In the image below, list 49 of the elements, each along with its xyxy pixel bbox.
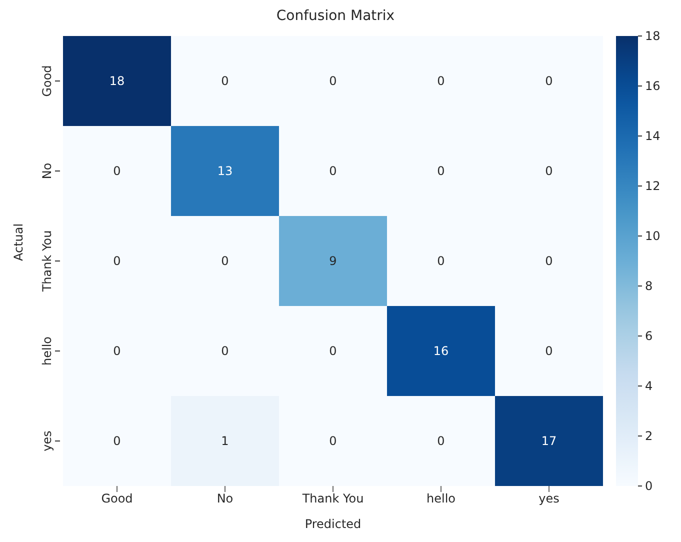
color-bar-label: 16 (645, 79, 660, 93)
color-bar-label: 4 (645, 379, 653, 393)
chart-title: Confusion Matrix (275, 8, 396, 26)
y-tick-label: Good (40, 65, 54, 97)
data-label: 0 (545, 164, 553, 178)
x-tick-label: Thank You (301, 492, 364, 506)
data-label: 16 (433, 344, 449, 358)
data-label: 0 (329, 164, 337, 178)
data-label: 0 (221, 344, 229, 358)
data-label: 0 (437, 164, 445, 178)
x-tick-label: hello (426, 492, 456, 506)
x-axis-title: Predicted (304, 517, 362, 531)
color-bar-label: 12 (645, 179, 660, 193)
color-bar-label: 0 (645, 479, 653, 493)
y-tick-label: No (40, 162, 54, 180)
data-label: 17 (541, 434, 557, 448)
color-bar-label: 14 (645, 129, 660, 143)
data-label: 0 (113, 344, 121, 358)
data-label: 0 (545, 74, 553, 88)
color-bar-label: 18 (645, 29, 660, 43)
data-label: 0 (113, 164, 121, 178)
data-label: 9 (329, 254, 337, 268)
data-label: 0 (221, 74, 229, 88)
data-label: 18 (109, 74, 125, 88)
data-label: 1 (221, 434, 229, 448)
y-axis-title: Actual (11, 223, 26, 261)
colorbar: 0 2 4 6 8 10 12 14 16 18 (608, 28, 670, 533)
data-label: 0 (329, 434, 337, 448)
data-label: 0 (113, 254, 121, 268)
data-label: 13 (217, 164, 233, 178)
data-label: 0 (545, 344, 553, 358)
x-tick-label: Good (101, 492, 133, 506)
data-label: 0 (437, 74, 445, 88)
data-label: 0 (221, 254, 229, 268)
data-label: 0 (329, 344, 337, 358)
color-bar-label: 8 (645, 279, 653, 293)
data-label: 0 (113, 434, 121, 448)
data-label: 0 (545, 254, 553, 268)
data-label: 0 (437, 434, 445, 448)
color-bar-label: 2 (645, 429, 653, 443)
x-tick-label: No (216, 492, 234, 506)
data-label: 0 (437, 254, 445, 268)
y-tick-label: yes (40, 430, 54, 452)
y-tick-label: Thank You (40, 230, 54, 293)
y-tick-label: hello (40, 336, 54, 366)
data-label: 0 (329, 74, 337, 88)
x-tick-label: yes (538, 492, 560, 506)
color-bar-label: 6 (645, 329, 653, 343)
color-bar-label: 10 (645, 229, 660, 243)
